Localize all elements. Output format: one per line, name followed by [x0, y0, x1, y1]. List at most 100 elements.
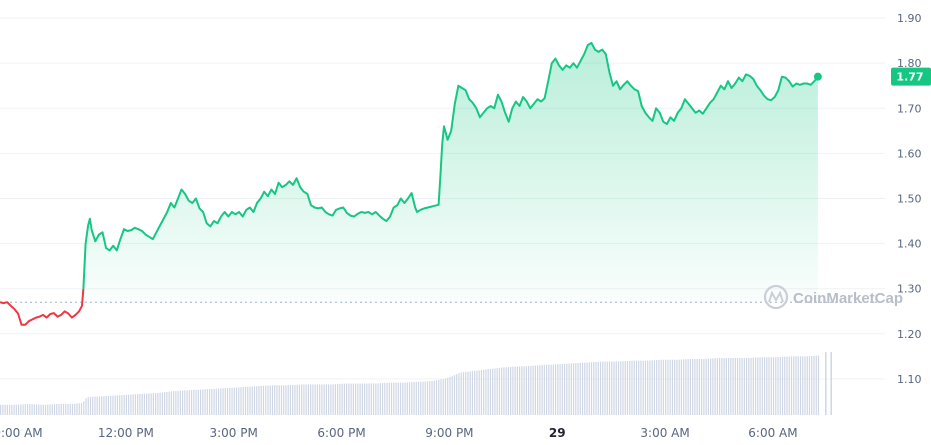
- volume-bar: [674, 359, 676, 415]
- volume-bar: [761, 357, 763, 415]
- volume-bar: [417, 381, 420, 415]
- volume-bar: [514, 366, 516, 415]
- volume-bar: [8, 404, 11, 415]
- volume-bar: [462, 372, 465, 415]
- volume-bar: [58, 403, 60, 415]
- volume-bar: [494, 368, 496, 415]
- volume-bar: [813, 355, 815, 415]
- volume-bar: [69, 403, 71, 415]
- volume-bar: [303, 384, 305, 415]
- volume-bar: [337, 384, 339, 415]
- volume-bar: [339, 383, 341, 415]
- volume-bar: [31, 404, 33, 415]
- volume-bar: [716, 358, 718, 415]
- price-line-above-baseline: [82, 41, 819, 289]
- volume-bar: [119, 395, 121, 415]
- volume-bar: [267, 385, 269, 415]
- volume-bar: [116, 395, 119, 415]
- volume-bar: [606, 361, 608, 415]
- volume-bar: [613, 361, 615, 415]
- volume-bar: [260, 385, 262, 415]
- coinmarketcap-logo-mark: [768, 290, 784, 303]
- volume-bar: [644, 360, 647, 415]
- volume-bar: [384, 382, 386, 415]
- volume-bar: [754, 357, 757, 415]
- volume-bar: [512, 366, 514, 415]
- volume-bar: [399, 382, 402, 415]
- volume-bar: [166, 391, 168, 415]
- volume-bar: [265, 385, 267, 415]
- volume-bar: [370, 383, 372, 415]
- volume-bar: [352, 383, 354, 415]
- volume-bar: [638, 360, 640, 415]
- volume-bar: [47, 404, 49, 415]
- volume-bar: [779, 357, 781, 415]
- volume-bar: [624, 361, 626, 415]
- volume-bar: [701, 358, 703, 415]
- volume-bar: [570, 363, 572, 415]
- volume-bar: [487, 369, 489, 415]
- volume-bar: [620, 361, 622, 415]
- volume-bar: [134, 394, 137, 415]
- volume-bar: [253, 386, 256, 415]
- volume-bar: [29, 403, 31, 415]
- volume-bar: [372, 383, 375, 415]
- volume-bar: [316, 384, 319, 415]
- volume-bar: [11, 404, 13, 415]
- volume-bar: [825, 352, 827, 415]
- volume-bar: [451, 376, 453, 415]
- price-line-below-baseline: [0, 288, 85, 326]
- volume-bar: [269, 385, 271, 415]
- volume-bar: [696, 358, 698, 415]
- volume-bar: [669, 359, 671, 415]
- volume-bar: [235, 387, 238, 415]
- volume-bar: [559, 364, 561, 415]
- volume-bar: [137, 394, 139, 415]
- volume-bar: [784, 356, 786, 415]
- volume-bars: [0, 352, 832, 415]
- volume-bar: [312, 384, 314, 415]
- volume-bar: [586, 362, 588, 415]
- volume-bar: [743, 358, 745, 415]
- volume-bar: [258, 386, 260, 415]
- volume-bar: [590, 362, 593, 415]
- volume-bar: [40, 404, 42, 415]
- volume-bar: [435, 380, 438, 415]
- volume-bar: [96, 396, 98, 415]
- volume-bar: [528, 365, 530, 415]
- current-price-badge-bg: [891, 67, 931, 86]
- volume-bar: [777, 357, 779, 415]
- volume-bar: [357, 383, 359, 415]
- volume-bar: [256, 386, 258, 415]
- volume-bar: [375, 383, 377, 415]
- volume-bar: [413, 382, 415, 415]
- volume-bar: [242, 387, 244, 415]
- volume-bar: [721, 358, 723, 415]
- volume-bar: [492, 368, 494, 415]
- volume-bar: [790, 356, 793, 415]
- volume-bar: [694, 358, 696, 415]
- volume-bar: [480, 370, 483, 415]
- volume-bar: [770, 357, 772, 415]
- volume-bar: [60, 403, 62, 415]
- volume-bar: [280, 385, 283, 415]
- volume-bar: [386, 382, 388, 415]
- volume-bar: [157, 392, 159, 415]
- volume-bar: [42, 404, 44, 415]
- volume-bar: [199, 389, 202, 415]
- volume-bar: [204, 389, 206, 415]
- volume-bar: [251, 386, 253, 415]
- volume-bar: [554, 364, 557, 415]
- volume-bar: [802, 356, 804, 415]
- volume-bar: [442, 379, 444, 415]
- x-tick-label: 29: [549, 426, 566, 440]
- volume-bar: [92, 396, 94, 415]
- volume-bar: [6, 404, 8, 415]
- volume-bar: [635, 360, 638, 415]
- volume-bar: [579, 362, 581, 415]
- volume-bar: [424, 381, 426, 415]
- volume-bar: [539, 365, 541, 415]
- volume-bar: [703, 358, 705, 415]
- volume-bar: [537, 365, 539, 415]
